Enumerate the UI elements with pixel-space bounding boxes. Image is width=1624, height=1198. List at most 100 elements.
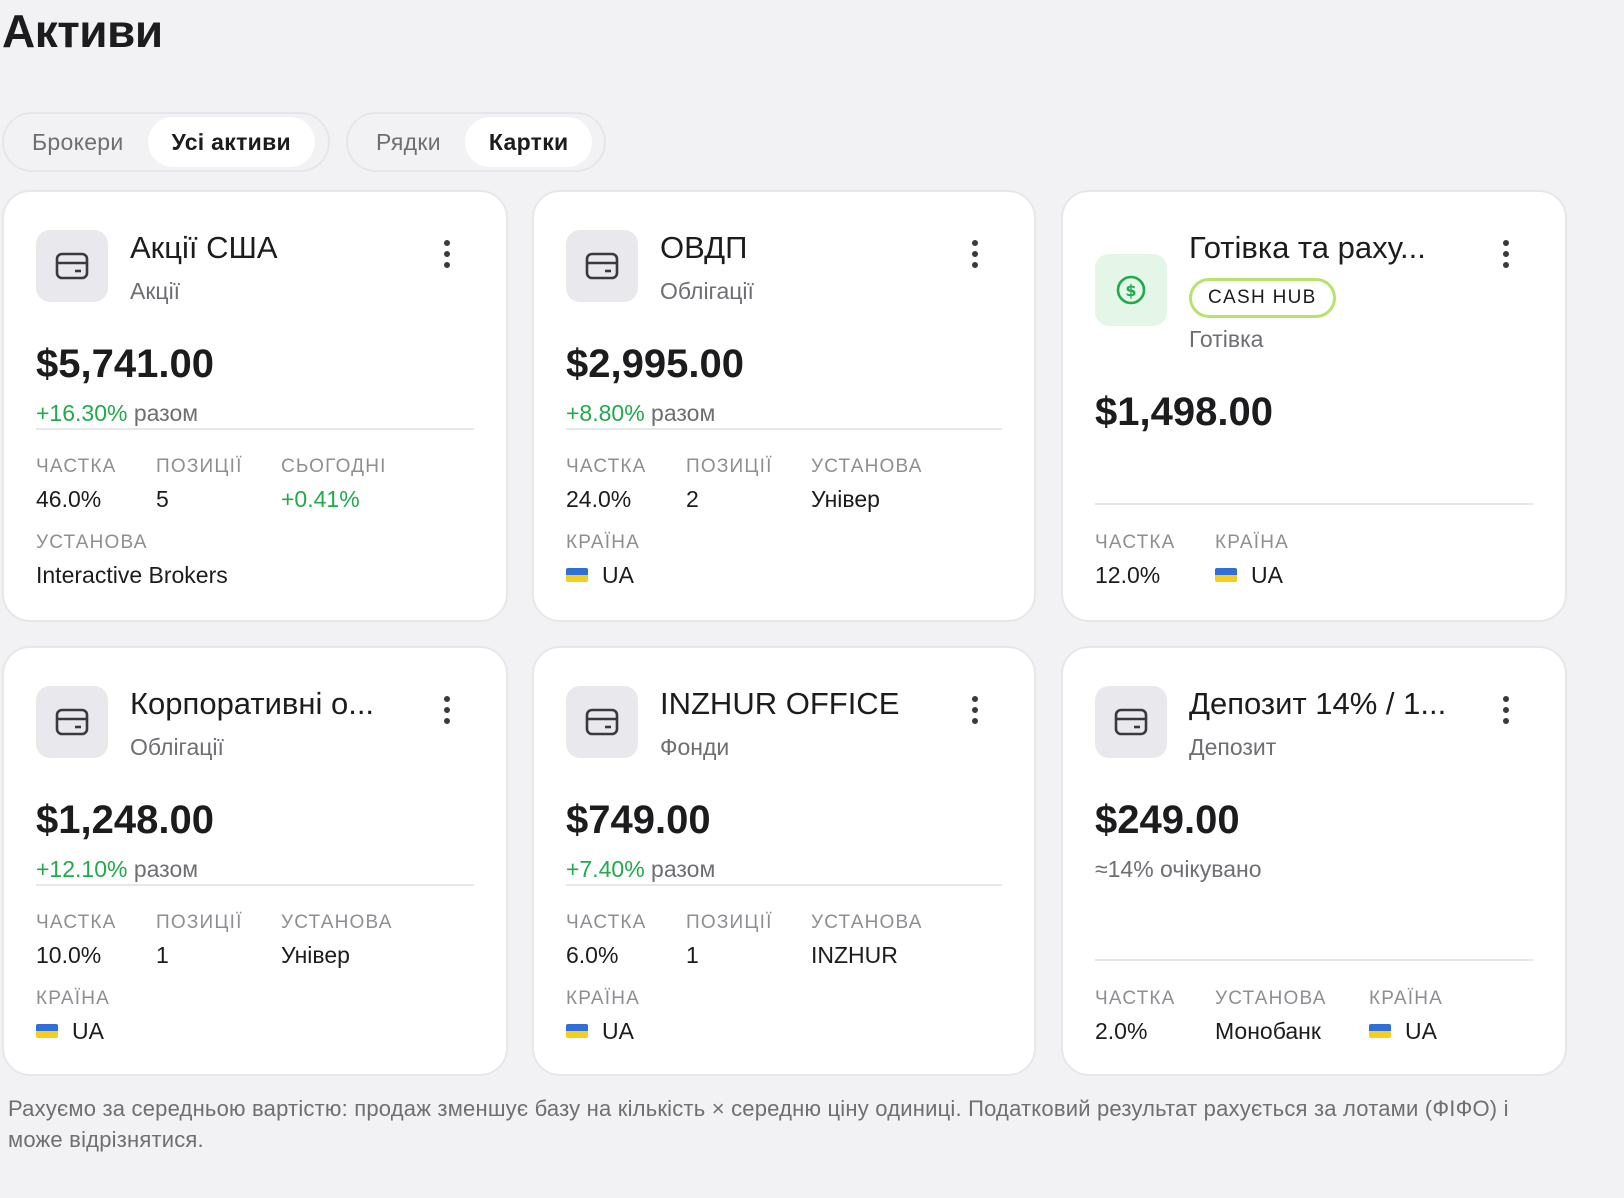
card-divider — [1095, 959, 1533, 961]
stat-value: +0.41% — [281, 486, 360, 512]
stat-label: Частка — [566, 912, 647, 933]
expected-return: ≈14% очікувано — [1095, 856, 1262, 882]
card-amount: $749.00 — [566, 798, 711, 842]
card-icon-box: $ — [1095, 254, 1167, 326]
card-title: Корпоративні о... — [130, 686, 375, 721]
stat-label: Частка — [566, 456, 647, 477]
card-icon-box — [566, 230, 638, 302]
svg-text:$: $ — [1125, 281, 1136, 300]
more-options-icon[interactable] — [1499, 692, 1513, 728]
page-title: Активи — [2, 5, 163, 57]
card-icon — [585, 708, 619, 736]
ua-flag-icon — [566, 1023, 588, 1038]
country-code: UA — [1405, 1018, 1437, 1044]
country-code: UA — [602, 562, 634, 588]
card-icon — [585, 252, 619, 280]
stat-label: Установа — [36, 532, 148, 553]
country-code: UA — [602, 1018, 634, 1044]
card-amount: $1,498.00 — [1095, 390, 1273, 434]
stat-value: 10.0% — [36, 942, 102, 968]
stat-label: Установа — [1215, 988, 1327, 1009]
stat-value: 2.0% — [1095, 1018, 1148, 1044]
stat-value: INZHUR — [811, 942, 898, 968]
tab-all-assets[interactable]: Усі активи — [147, 117, 315, 167]
stat-value: 12.0% — [1095, 562, 1161, 588]
stat-value: 46.0% — [36, 486, 102, 512]
asset-card[interactable]: Корпоративні о... Облігації $1,248.00 +1… — [2, 646, 508, 1076]
asset-card[interactable]: Депозит 14% / 1... Депозит $249.00 ≈14% … — [1061, 646, 1567, 1076]
ua-flag-icon — [36, 1023, 58, 1038]
card-divider — [36, 428, 474, 430]
card-title: Акції США — [130, 230, 278, 265]
card-change: +8.80% разом — [566, 400, 715, 427]
country-code: UA — [72, 1018, 104, 1044]
card-subtitle: Готівка — [1189, 326, 1264, 352]
card-subtitle: Акції — [130, 278, 181, 304]
ua-flag-icon — [1369, 1023, 1391, 1038]
stat-value: Універ — [281, 942, 350, 968]
stat-label: Позиції — [156, 912, 243, 933]
more-options-icon[interactable] — [440, 692, 454, 728]
more-options-icon[interactable] — [440, 236, 454, 272]
card-title: Депозит 14% / 1... — [1189, 686, 1447, 721]
card-subtitle: Фонди — [660, 734, 730, 760]
tab-brokers[interactable]: Брокери — [32, 128, 124, 155]
more-options-icon[interactable] — [968, 692, 982, 728]
stat-label: Установа — [281, 912, 393, 933]
stat-value: UA — [566, 562, 634, 589]
stat-label: Частка — [1095, 988, 1176, 1009]
card-icon — [1114, 708, 1148, 736]
stat-label: Частка — [1095, 532, 1176, 553]
stat-value: 6.0% — [566, 942, 619, 968]
card-change: +12.10% разом — [36, 856, 198, 883]
stat-label: Сьогодні — [281, 456, 387, 477]
stat-label: Країна — [1215, 532, 1290, 553]
card-change: +7.40% разом — [566, 856, 715, 883]
card-icon-box — [36, 230, 108, 302]
tab-rows[interactable]: Рядки — [376, 128, 441, 155]
stat-label: Позиції — [686, 456, 773, 477]
stat-label: Країна — [1369, 988, 1444, 1009]
change-value: +16.30% — [36, 400, 128, 426]
country-code: UA — [1251, 562, 1283, 588]
stat-value: 1 — [156, 942, 169, 968]
view-toggle: Брокери Усі активи — [2, 112, 330, 172]
stat-value: 2 — [686, 486, 699, 512]
tab-cards[interactable]: Картки — [464, 117, 593, 167]
asset-card[interactable]: $ Готівка та раху... CASH HUB Готівка $1… — [1061, 190, 1567, 622]
change-suffix: разом — [133, 400, 199, 426]
stat-value: 5 — [156, 486, 169, 512]
card-title: Готівка та раху... — [1189, 230, 1426, 265]
asset-card[interactable]: Акції США Акції $5,741.00 +16.30% разом … — [2, 190, 508, 622]
card-amount: $5,741.00 — [36, 342, 214, 386]
ua-flag-icon — [566, 567, 588, 582]
more-options-icon[interactable] — [1499, 236, 1513, 272]
change-value: +8.80% — [566, 400, 645, 426]
change-value: +7.40% — [566, 856, 645, 882]
card-icon-box — [566, 686, 638, 758]
stat-value: UA — [1215, 562, 1283, 589]
more-options-icon[interactable] — [968, 236, 982, 272]
card-icon-box — [36, 686, 108, 758]
change-suffix: разом — [133, 856, 199, 882]
card-subtitle: Депозит — [1189, 734, 1277, 760]
change-value: +12.10% — [36, 856, 128, 882]
stat-value: Універ — [811, 486, 880, 512]
stat-label: Країна — [566, 532, 641, 553]
dollar-coin-icon: $ — [1116, 275, 1146, 305]
stat-label: Позиції — [686, 912, 773, 933]
stat-value: 1 — [686, 942, 699, 968]
card-icon — [55, 252, 89, 280]
asset-card[interactable]: ОВДП Облігації $2,995.00 +8.80% разом Ча… — [532, 190, 1036, 622]
card-subtitle: Облігації — [660, 278, 754, 304]
card-title: ОВДП — [660, 230, 748, 265]
stat-value: UA — [566, 1018, 634, 1045]
stat-value: Interactive Brokers — [36, 562, 228, 588]
stat-label: Країна — [566, 988, 641, 1009]
cash-hub-badge: CASH HUB — [1189, 278, 1336, 318]
asset-card[interactable]: INZHUR OFFICE Фонди $749.00 +7.40% разом… — [532, 646, 1036, 1076]
card-amount: $249.00 — [1095, 798, 1240, 842]
stat-label: Частка — [36, 912, 117, 933]
ua-flag-icon — [1215, 567, 1237, 582]
card-subtitle: Облігації — [130, 734, 224, 760]
